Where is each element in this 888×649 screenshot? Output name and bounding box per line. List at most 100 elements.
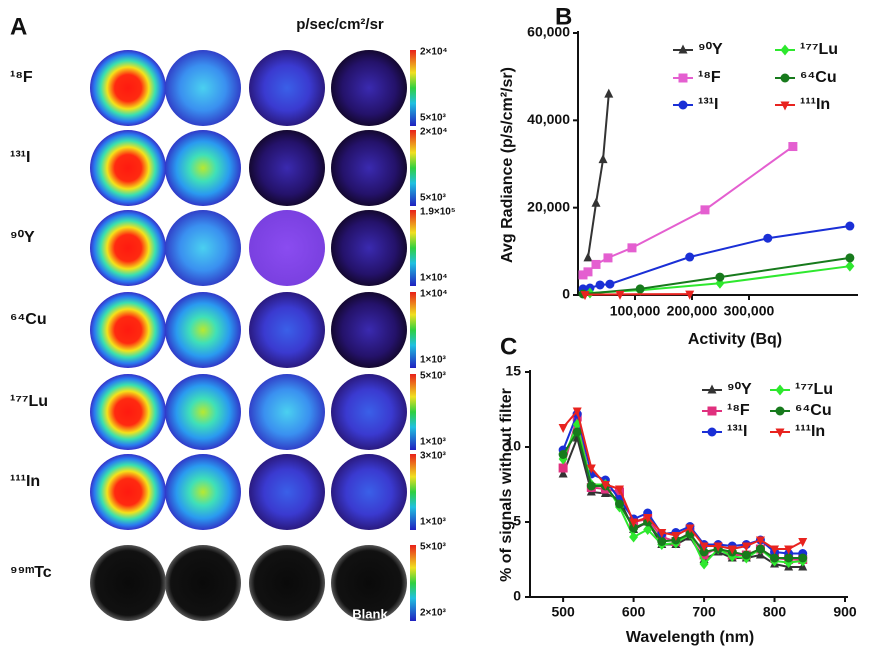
row-label: ¹¹¹In: [10, 473, 40, 490]
marker: [558, 468, 568, 478]
marker: [770, 553, 780, 563]
marker: [627, 243, 637, 253]
marker: [671, 532, 681, 541]
marker: [845, 253, 855, 263]
legend-label: ¹⁸F: [727, 402, 750, 419]
x-tick-label: 200,000: [667, 303, 718, 319]
legend-marker: [780, 44, 790, 56]
row-label: ¹⁷⁷Lu: [10, 393, 48, 410]
marker: [699, 542, 709, 552]
legend-label: ⁹⁰Y: [698, 41, 723, 58]
x-tick-label: 700: [692, 604, 716, 620]
series-line: [582, 256, 851, 295]
marker: [713, 542, 723, 552]
panel-label: A: [10, 13, 27, 40]
colorbar: [410, 545, 416, 621]
colorbar: [410, 454, 416, 530]
well: [90, 130, 166, 206]
marker: [614, 485, 624, 495]
colorbar-max: 5×10³: [420, 371, 447, 382]
well: [90, 50, 166, 126]
panel-label: B: [555, 3, 572, 30]
legend-marker: [678, 100, 688, 110]
row-label: ⁶⁴Cu: [10, 311, 47, 328]
marker: [583, 267, 593, 277]
marker: [643, 514, 653, 523]
well: [165, 130, 241, 206]
well: [331, 545, 407, 621]
well: [331, 130, 407, 206]
marker: [741, 542, 751, 552]
colorbar-min: 1×10⁴: [420, 273, 448, 284]
colorbar-min: 2×10³: [420, 608, 447, 619]
row-label: ¹³¹I: [10, 149, 30, 166]
legend-label: ¹³¹I: [727, 423, 747, 440]
marker: [600, 481, 610, 490]
marker: [558, 463, 568, 473]
marker: [583, 252, 593, 262]
colorbar-min: 5×10³: [420, 193, 447, 204]
legend-label: ¹¹¹In: [795, 423, 825, 440]
well: [165, 545, 241, 621]
marker: [845, 260, 855, 272]
legend-marker: [780, 101, 790, 111]
y-tick-label: 0: [562, 286, 570, 302]
marker: [784, 553, 794, 563]
x-tick-label: 600: [622, 604, 646, 620]
x-tick-label: 100,000: [610, 303, 661, 319]
marker: [578, 270, 588, 280]
marker: [770, 545, 780, 555]
marker: [685, 524, 695, 534]
marker: [603, 253, 613, 263]
y-tick-label: 20,000: [527, 198, 570, 214]
marker: [788, 142, 798, 152]
marker: [615, 290, 625, 300]
well: [165, 292, 241, 368]
marker: [558, 450, 568, 459]
legend-marker: [707, 384, 717, 394]
panel-label: C: [500, 333, 517, 360]
y-tick-label: 5: [513, 513, 521, 529]
well: [331, 454, 407, 530]
colorbar-max: 3×10³: [420, 451, 447, 462]
legend-label: ⁶⁴Cu: [800, 69, 837, 86]
x-tick-label: 800: [763, 604, 787, 620]
y-tick-label: 0: [513, 588, 521, 604]
colorbar: [410, 292, 416, 368]
marker: [657, 537, 667, 546]
marker: [657, 529, 667, 538]
colorbar: [410, 210, 416, 286]
colorbar-max: 1×10⁴: [420, 289, 448, 300]
y-axis-title: % of signals without filter: [498, 388, 515, 582]
blank-label: Blank: [352, 606, 388, 621]
well: [249, 210, 325, 286]
colorbar-min: 1×10³: [420, 437, 447, 448]
unit-title: p/sec/cm²/sr: [296, 16, 384, 33]
well: [331, 374, 407, 450]
legend-label: ¹³¹I: [698, 96, 718, 113]
legend-marker: [775, 428, 785, 438]
well: [90, 210, 166, 286]
colorbar-max: 2×10⁴: [420, 47, 448, 58]
legend-marker: [707, 427, 717, 437]
x-axis-title: Activity (Bq): [688, 331, 782, 348]
panel-a: A p/sec/cm²/sr ¹⁸F 2×10⁴ 5×10³ ¹³¹I 2×10⁴ 5×1…: [10, 13, 456, 621]
colorbar-min: 1×10³: [420, 517, 447, 528]
well: [249, 454, 325, 530]
well: [90, 545, 166, 621]
y-tick-label: 40,000: [527, 111, 570, 127]
marker: [845, 221, 855, 231]
legend-marker: [678, 44, 688, 54]
marker: [700, 205, 710, 215]
marker: [727, 545, 737, 555]
marker: [715, 272, 725, 282]
marker: [629, 531, 639, 543]
marker: [558, 424, 568, 433]
well: [249, 374, 325, 450]
x-axis-title: Wavelength (nm): [626, 629, 754, 646]
marker: [598, 154, 608, 164]
legend-marker: [775, 406, 785, 416]
colorbar-max: 2×10⁴: [420, 127, 448, 138]
marker: [572, 407, 582, 417]
